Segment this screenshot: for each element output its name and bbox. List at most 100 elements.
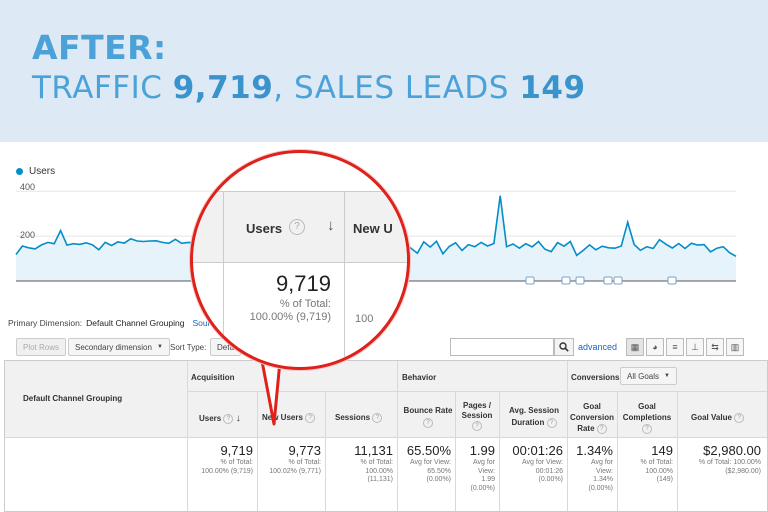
search-button[interactable] bbox=[554, 338, 574, 356]
pivot-view-icon[interactable]: ▥ bbox=[726, 338, 744, 356]
total-goal-completions: 149 bbox=[651, 443, 673, 458]
header-goal-conversion-rate[interactable]: Goal Conversion Rate ? bbox=[569, 401, 615, 434]
magnified-partial-value: 100 bbox=[355, 313, 374, 325]
header-sessions[interactable]: Sessions ? bbox=[335, 413, 383, 423]
banner-title: AFTER: bbox=[32, 28, 167, 67]
header-new-users[interactable]: New Users ? bbox=[262, 413, 316, 423]
source-link[interactable]: Source bbox=[192, 318, 220, 328]
magnified-header-users: Users bbox=[246, 221, 283, 236]
magnified-users-value: 9,719 bbox=[275, 271, 331, 296]
total-pages-session-sub: Avg for View: 1.99 (0.00%) bbox=[470, 459, 495, 492]
comparison-view-icon[interactable]: ⊥ bbox=[686, 338, 704, 356]
header-goal-conversion-rate-label: Goal Conversion Rate bbox=[569, 402, 614, 433]
help-icon[interactable]: ? bbox=[596, 423, 607, 434]
header-goal-value-label: Goal Value bbox=[691, 413, 732, 423]
help-icon[interactable]: ? bbox=[223, 413, 234, 424]
magnifier-circle: Users ? ↓ New U 9,719 % of Total: 100.00%… bbox=[190, 150, 410, 370]
header-bounce-rate[interactable]: Bounce Rate? bbox=[403, 405, 453, 429]
header-pages-session-label: Pages / Session bbox=[461, 401, 493, 420]
header-avg-session-duration-label: Avg. Session Duration bbox=[509, 406, 559, 427]
help-icon[interactable]: ? bbox=[305, 413, 316, 423]
help-icon: ? bbox=[289, 219, 305, 235]
total-goal-completions-sub: % of Total: 100.00% (149) bbox=[640, 459, 673, 483]
header-avg-session-duration[interactable]: Avg. Session Duration ? bbox=[503, 405, 565, 429]
banner-subtitle: TRAFFIC 9,719, SALES LEADS 149 bbox=[32, 70, 586, 106]
legend-dot-icon bbox=[16, 168, 23, 175]
header-goal-value[interactable]: Goal Value ? bbox=[691, 413, 745, 423]
total-sessions-sub: % of Total: 100.00% (11,131) bbox=[360, 459, 393, 483]
help-icon[interactable]: ? bbox=[642, 423, 652, 434]
performance-view-icon[interactable]: ≡ bbox=[666, 338, 684, 356]
pie-view-icon[interactable]: ◕ bbox=[646, 338, 664, 356]
chevron-down-icon: ▼ bbox=[664, 373, 670, 379]
total-bounce-rate: 65.50% bbox=[406, 443, 451, 458]
annotation-marker-icon[interactable] bbox=[613, 276, 623, 285]
total-goal-conversion-rate: 1.34% bbox=[576, 443, 613, 458]
annotation-marker-icon[interactable] bbox=[575, 276, 585, 285]
primary-dimension-selected[interactable]: Default Channel Grouping bbox=[86, 318, 185, 328]
traffic-label: TRAFFIC bbox=[32, 70, 173, 106]
goal-select-label: All Goals bbox=[627, 371, 660, 381]
sort-type-label: Sort Type: bbox=[170, 343, 207, 352]
term-cloud-view-icon[interactable]: ⇆ bbox=[706, 338, 724, 356]
total-pages-session: 1.99 bbox=[469, 443, 495, 458]
leads-value: 149 bbox=[519, 70, 586, 106]
table-toolbar: Plot Rows Secondary dimension ▼ Sort Type… bbox=[0, 334, 768, 360]
group-conversions: Conversions bbox=[571, 373, 620, 382]
total-new-users: 9,773 bbox=[288, 443, 321, 458]
total-goal-value: $2,980.00 bbox=[703, 443, 761, 458]
table-view-icon[interactable]: ▦ bbox=[626, 338, 644, 356]
chevron-down-icon: ▼ bbox=[156, 344, 163, 350]
secondary-dimension-label: Secondary dimension bbox=[75, 342, 152, 352]
chart-legend[interactable]: Users bbox=[16, 166, 55, 177]
header-default-channel-grouping[interactable]: Default Channel Grouping bbox=[23, 394, 123, 403]
magnified-users-sub: % of Total: 100.00% (9,719) bbox=[249, 298, 331, 323]
header-bounce-rate-label: Bounce Rate bbox=[403, 406, 453, 415]
table-search-input[interactable] bbox=[450, 338, 554, 356]
total-avg-session-duration: 00:01:26 bbox=[512, 443, 563, 458]
total-users-sub: % of Total: 100.00% (9,719) bbox=[201, 459, 253, 475]
total-sessions: 11,131 bbox=[354, 443, 393, 458]
total-new-users-sub: % of Total: 100.02% (9,771) bbox=[269, 459, 321, 475]
total-goal-conversion-rate-sub: Avg for View: 1.34% (0.00%) bbox=[588, 459, 613, 492]
header-pages-session[interactable]: Pages / Session? bbox=[457, 401, 497, 431]
total-avg-session-duration-sub: Avg for View: 00:01:26 (0.00%) bbox=[522, 459, 563, 483]
primary-dimension-row: Primary Dimension: Default Channel Groupi… bbox=[8, 318, 219, 328]
sort-desc-icon: ↓ bbox=[327, 217, 335, 234]
group-acquisition: Acquisition bbox=[191, 373, 235, 382]
header-users-label: Users bbox=[199, 414, 222, 423]
plot-rows-button[interactable]: Plot Rows bbox=[16, 338, 67, 356]
help-icon[interactable]: ? bbox=[423, 417, 433, 428]
help-icon[interactable]: ? bbox=[734, 413, 745, 423]
total-bounce-rate-sub: Avg for View: 65.50% (0.00%) bbox=[410, 459, 451, 483]
sort-desc-icon: ↓ bbox=[235, 413, 241, 424]
headline-banner: AFTER: TRAFFIC 9,719, SALES LEADS 149 bbox=[0, 0, 768, 142]
help-icon[interactable]: ? bbox=[546, 417, 557, 428]
total-goal-value-sub: % of Total: 100.00% ($2,980.00) bbox=[698, 459, 761, 475]
header-new-users-label: New Users bbox=[262, 413, 303, 423]
data-table: Default Channel Grouping Acquisition Beh… bbox=[4, 360, 768, 512]
header-users[interactable]: Users ? ↓ bbox=[199, 413, 241, 424]
y-tick-400: 400 bbox=[20, 182, 36, 192]
primary-dimension-label: Primary Dimension: bbox=[8, 318, 83, 328]
leads-label: , SALES LEADS bbox=[273, 70, 520, 106]
header-goal-completions[interactable]: Goal Completions? bbox=[619, 401, 675, 434]
header-goal-completions-label: Goal Completions bbox=[622, 402, 672, 422]
goal-select-dropdown[interactable]: All Goals ▼ bbox=[620, 367, 677, 385]
help-icon[interactable]: ? bbox=[372, 413, 383, 423]
advanced-link[interactable]: advanced bbox=[578, 342, 618, 352]
annotation-marker-icon[interactable] bbox=[525, 276, 535, 285]
secondary-dimension-dropdown[interactable]: Secondary dimension ▼ bbox=[68, 338, 170, 356]
total-users: 9,719 bbox=[220, 443, 253, 458]
annotation-marker-icon[interactable] bbox=[667, 276, 677, 285]
traffic-value: 9,719 bbox=[172, 70, 274, 106]
y-tick-200: 200 bbox=[20, 230, 36, 240]
help-icon[interactable]: ? bbox=[472, 421, 482, 431]
search-icon bbox=[559, 342, 569, 352]
annotation-marker-icon[interactable] bbox=[561, 276, 571, 285]
annotation-marker-icon[interactable] bbox=[603, 276, 613, 285]
magnified-header-new-users: New U bbox=[353, 221, 393, 236]
legend-label: Users bbox=[29, 166, 56, 177]
group-behavior: Behavior bbox=[402, 373, 437, 382]
header-sessions-label: Sessions bbox=[335, 413, 371, 423]
